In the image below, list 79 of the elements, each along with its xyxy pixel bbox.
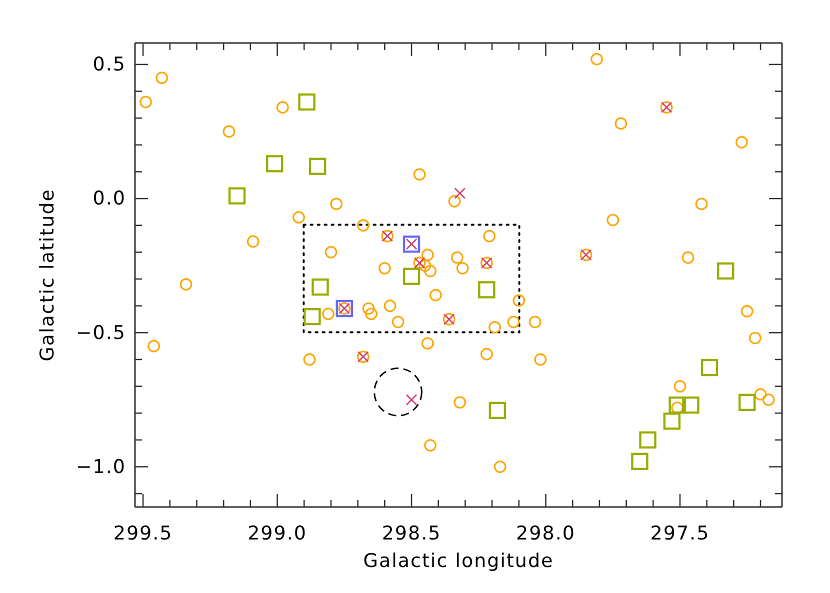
point [682, 396, 700, 414]
point [494, 460, 506, 473]
point [480, 348, 493, 360]
point [456, 262, 469, 274]
point [304, 308, 321, 326]
point [402, 268, 420, 285]
point [246, 235, 260, 248]
point [356, 219, 370, 232]
point [228, 187, 246, 204]
point [663, 412, 681, 430]
point [450, 251, 464, 264]
point [276, 101, 289, 114]
point [378, 262, 391, 274]
point [738, 394, 756, 411]
point [308, 158, 326, 175]
point [362, 302, 375, 315]
x-tick-label: 299.5 [113, 522, 173, 544]
y-tick-label: −1.0 [76, 456, 126, 478]
point [384, 300, 396, 312]
point [424, 439, 437, 452]
point [717, 262, 734, 280]
point [322, 308, 334, 320]
point [266, 155, 284, 172]
point [754, 388, 767, 401]
point [478, 281, 496, 298]
point [534, 353, 547, 366]
point [507, 316, 520, 328]
point [528, 316, 542, 328]
point [303, 353, 316, 366]
point [512, 294, 526, 307]
point [695, 198, 708, 210]
point [668, 396, 686, 414]
point [330, 198, 343, 210]
y-tick-label: 0.0 [92, 188, 126, 210]
point [448, 195, 461, 208]
point [180, 278, 192, 291]
y-axis-title: Galactic latitude [36, 188, 59, 362]
point [312, 278, 329, 296]
point [488, 321, 501, 334]
point [736, 136, 748, 148]
point [418, 259, 432, 272]
x-axis-title: Galactic longitude [363, 550, 554, 572]
point [488, 402, 506, 420]
point [365, 308, 378, 320]
point [421, 337, 434, 350]
point [590, 52, 603, 66]
point [748, 332, 762, 344]
x-tick-label: 298.5 [382, 522, 442, 544]
point [156, 72, 168, 84]
point [454, 187, 466, 199]
point [392, 316, 404, 328]
point [324, 246, 338, 258]
point [298, 93, 316, 111]
point [682, 251, 694, 264]
x-tick-label: 298.0 [516, 522, 576, 544]
x-tick-label: 299.0 [248, 522, 307, 544]
point [292, 211, 305, 224]
point [429, 288, 442, 302]
x-tick-label: 297.5 [650, 522, 710, 544]
point [140, 96, 152, 108]
point [148, 340, 160, 352]
point [614, 117, 628, 130]
y-tick-label: −0.5 [76, 322, 126, 344]
point [406, 394, 418, 406]
point [413, 168, 426, 181]
point [762, 394, 775, 406]
point [454, 396, 466, 409]
point [740, 305, 754, 318]
point [424, 264, 437, 278]
y-tick-label: 0.5 [92, 54, 126, 76]
point [222, 125, 236, 138]
point [674, 380, 686, 393]
point [700, 358, 718, 376]
point [606, 214, 620, 226]
point [402, 236, 420, 253]
point [639, 431, 656, 449]
point [483, 230, 496, 242]
point [421, 248, 434, 262]
point [631, 452, 648, 470]
